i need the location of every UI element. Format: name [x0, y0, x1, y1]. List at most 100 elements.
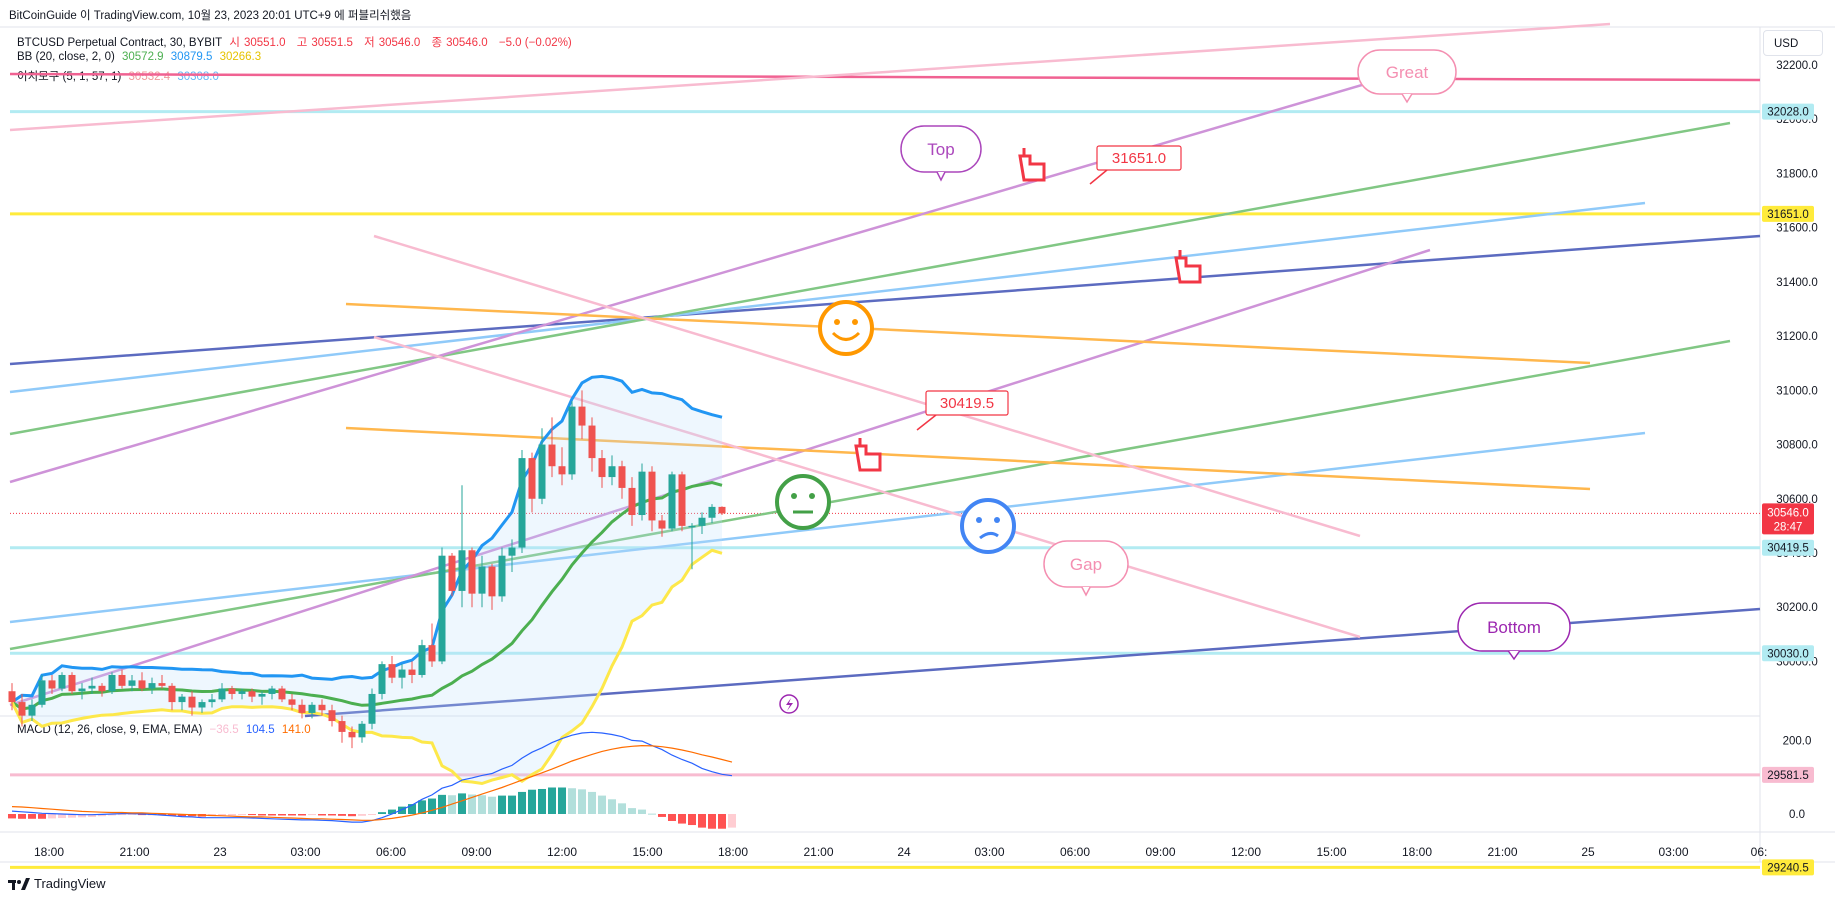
ichimoku-value-2: 30308.0	[177, 71, 219, 83]
macd-histogram-bar	[48, 814, 56, 819]
macd-histogram-bar	[418, 800, 426, 814]
ichimoku-value-1: 30532.4	[128, 71, 171, 83]
candle-body	[58, 674, 66, 689]
macd-histogram-bar	[428, 798, 436, 814]
pointing-hand-icon-2-shape	[1174, 256, 1202, 284]
bottom-bubble-shape	[1457, 602, 1571, 652]
candle-body	[198, 702, 206, 708]
current-price-tag: 30546.0	[1767, 507, 1809, 519]
high-value: 30551.5	[311, 37, 353, 49]
candle-body	[158, 683, 166, 686]
bollinger-bands	[10, 374, 723, 786]
symbol-legend[interactable]: BTCUSD Perpetual Contract, 30, BYBIT 시 30…	[17, 34, 576, 50]
navy-trendline-upper	[9, 234, 1761, 366]
candle-body	[308, 704, 316, 713]
price-tag-32028: 32028.0	[1767, 107, 1809, 119]
happy-face-icon	[818, 300, 874, 356]
ichimoku-legend[interactable]: 이치모쿠 (5, 1, 57, 1) 30532.4 30308.0	[17, 68, 223, 84]
bb-legend[interactable]: BB (20, close, 2, 0) 30572.9 30879.5 302…	[17, 51, 265, 63]
macd-histogram-bar	[638, 809, 646, 814]
candle-body	[128, 680, 136, 686]
time-tick-label: 03:00	[1658, 845, 1688, 859]
candle-body	[138, 680, 146, 689]
time-tick-label: 15:00	[632, 845, 662, 859]
price-tag-29240: 29240.5	[1767, 862, 1809, 874]
callout-30419-pointer	[916, 414, 937, 431]
macd-histogram-bar	[658, 814, 666, 817]
time-tick-label: 03:00	[290, 845, 320, 859]
gap-bubble-shape	[1043, 540, 1129, 588]
tradingview-logo-icon	[8, 877, 30, 890]
navy-trendline-lower	[304, 607, 1761, 718]
callout-31651-pointer	[1089, 169, 1108, 185]
macd-histogram-bar	[348, 814, 356, 817]
macd-histogram-bar	[28, 814, 36, 819]
macd-histogram-bar	[208, 814, 216, 817]
macd-histogram-bar	[188, 814, 196, 817]
bb-label[interactable]: BB (20, close, 2, 0)	[17, 51, 115, 63]
macd-legend[interactable]: MACD (12, 26, close, 9, EMA, EMA) −36.5 …	[17, 724, 315, 736]
candle-body	[418, 645, 426, 675]
candle-body	[148, 683, 156, 689]
candle-body	[228, 688, 236, 694]
price-tick-label: 30400.0	[1776, 548, 1818, 560]
macd-histogram-bar	[108, 814, 116, 816]
orange-trendline-upper	[345, 302, 1591, 365]
price-tag-32028-bg	[1762, 103, 1814, 120]
time-tick-label: 18:00	[1402, 845, 1432, 859]
current-price-tag-bg	[1762, 503, 1814, 535]
symbol-name[interactable]: BTCUSD Perpetual Contract, 30, BYBIT	[17, 37, 223, 49]
time-tick-label: 06:00	[376, 845, 406, 859]
currency-button[interactable]: USD	[1763, 30, 1823, 56]
macd-histogram-bar	[98, 814, 106, 817]
confused-face-icon	[960, 498, 1016, 554]
time-tick-label: 09:00	[461, 845, 491, 859]
macd-tick-label: 100.0	[1783, 772, 1812, 784]
macd-label[interactable]: MACD (12, 26, close, 9, EMA, EMA)	[17, 724, 203, 736]
candle-body	[558, 466, 566, 475]
macd-histogram-bar	[688, 814, 696, 826]
happy-face-icon-outline	[818, 300, 874, 356]
macd-histogram-bar	[388, 809, 396, 814]
price-tag-30030: 30030.0	[1767, 648, 1809, 660]
price-tag-30419: 30419.5	[1767, 543, 1809, 555]
macd-histogram-bar	[678, 814, 686, 824]
candle-body	[488, 566, 496, 597]
candle-body	[348, 731, 356, 738]
callout-31651: 31651.0	[1089, 145, 1182, 185]
pointing-hand-icon-2	[1174, 250, 1202, 284]
macd-histogram-bar	[148, 814, 156, 816]
macd-histogram-bar	[198, 814, 206, 817]
ichimoku-label[interactable]: 이치모쿠 (5, 1, 57, 1)	[17, 71, 122, 83]
candle-body	[18, 702, 26, 716]
macd-histogram-bar	[668, 814, 676, 821]
candle-body	[8, 691, 16, 703]
time-tick-label: 18:00	[718, 845, 748, 859]
price-tick-label: 30200.0	[1776, 602, 1818, 614]
purple-trendline-upper	[9, 63, 1431, 484]
time-tick-label: 15:00	[1316, 845, 1346, 859]
bb-lower-line	[10, 548, 723, 786]
top-bubble: Top	[900, 125, 982, 182]
macd-histogram-bar	[628, 808, 636, 814]
candle-body	[368, 693, 376, 724]
price-tag-31651: 31651.0	[1767, 209, 1809, 221]
candle-body	[288, 699, 296, 705]
candle-body	[188, 696, 196, 708]
confused-face-icon-eye-left	[976, 517, 982, 523]
neutral-face-icon-eye-left	[791, 493, 797, 499]
candle-body	[708, 506, 716, 518]
orange-trendline-lower	[345, 426, 1591, 491]
gap-bubble: Gap	[1043, 540, 1129, 597]
macd-histogram-bar	[478, 795, 486, 814]
confused-face-icon-outline	[960, 498, 1016, 554]
candle-body	[358, 723, 366, 738]
tradingview-brand[interactable]: TradingView	[8, 876, 106, 891]
bb-upper-line	[11, 374, 723, 704]
neutral-face-icon	[775, 474, 831, 530]
countdown-tag: 28:47	[1774, 521, 1803, 533]
price-tag-31651-bg	[1762, 205, 1814, 222]
macd-histogram-bar	[138, 814, 146, 816]
gap-bubble-tail	[1081, 586, 1091, 597]
macd-histogram-bar	[538, 788, 546, 814]
